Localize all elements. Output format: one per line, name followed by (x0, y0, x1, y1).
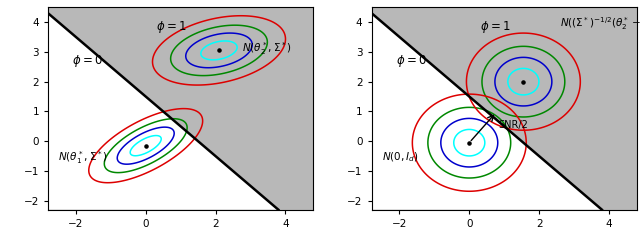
Text: $\phi = 1$: $\phi = 1$ (480, 19, 510, 34)
Text: $\phi = 0$: $\phi = 0$ (72, 53, 103, 69)
Polygon shape (372, 13, 637, 210)
Text: $N((\Sigma^*)^{-1/2}(\theta_2^*-\theta_1^*),\, I_d)$: $N((\Sigma^*)^{-1/2}(\theta_2^*-\theta_1… (560, 15, 640, 32)
Text: $\phi = 0$: $\phi = 0$ (396, 53, 427, 69)
Text: $\phi = 1$: $\phi = 1$ (156, 19, 187, 34)
Text: $N(\theta_1^*, \Sigma^*)$: $N(\theta_1^*, \Sigma^*)$ (58, 149, 108, 166)
Text: $N(0, I_d)$: $N(0, I_d)$ (382, 151, 419, 164)
Text: SNR/2: SNR/2 (498, 120, 528, 130)
Text: $N(\theta_2^*, \Sigma^*)$: $N(\theta_2^*, \Sigma^*)$ (242, 40, 291, 57)
Polygon shape (48, 13, 313, 210)
